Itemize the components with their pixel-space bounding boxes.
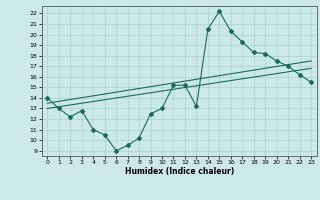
- X-axis label: Humidex (Indice chaleur): Humidex (Indice chaleur): [124, 167, 234, 176]
